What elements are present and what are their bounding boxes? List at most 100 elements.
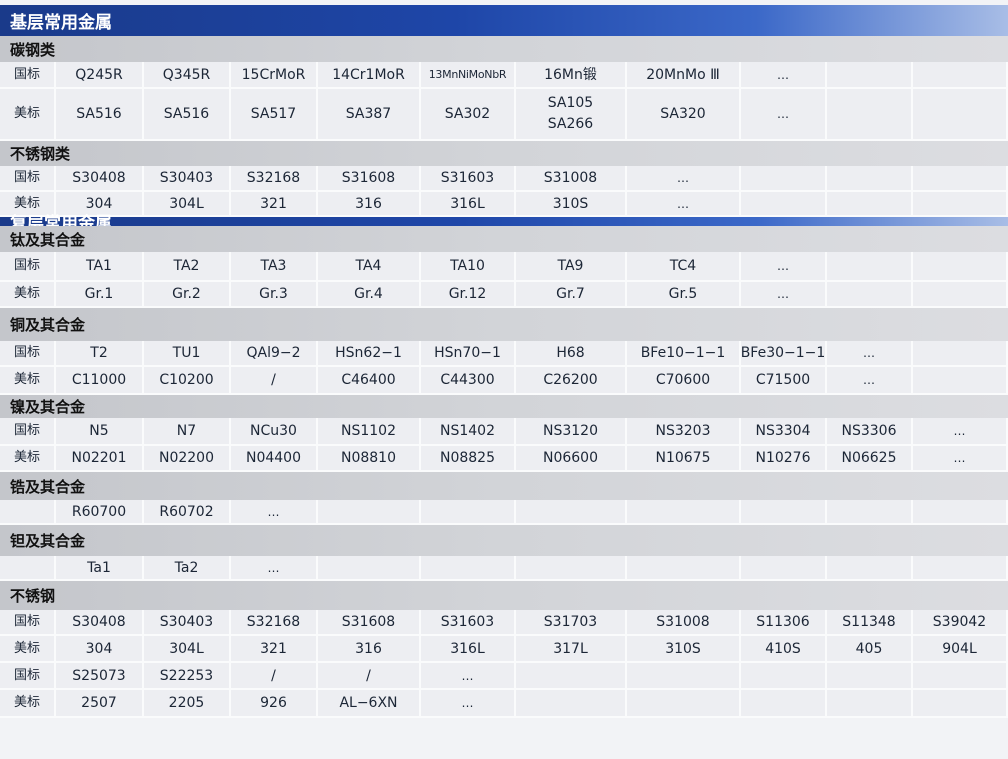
subsection-header: 不锈钢类 — [0, 141, 1008, 166]
grade-cell: T2 — [56, 341, 144, 367]
grade-cell: S25073 — [56, 663, 144, 690]
grade-cell: R60702 — [144, 500, 231, 525]
grade-cell — [913, 556, 1008, 581]
grade-cell: 304 — [56, 192, 144, 217]
grade-cell — [627, 690, 741, 718]
grade-cell — [827, 62, 913, 89]
grade-cell: N02200 — [144, 446, 231, 472]
grade-cell: QAl9−2 — [231, 341, 318, 367]
standard-label: 美标 — [0, 192, 56, 217]
table-row: 国标 T2 TU1 QAl9−2 HSn62−1 HSn70−1 H68 BFe10−1−1 B… — [0, 341, 1008, 367]
grade-cell: S31603 — [421, 166, 516, 192]
grade-cell: … — [827, 367, 913, 395]
standard-label: 美标 — [0, 89, 56, 141]
grade-cell — [516, 690, 627, 718]
grade-cell: 310S — [627, 636, 741, 663]
standard-label: 国标 — [0, 663, 56, 690]
grade-cell — [741, 556, 827, 581]
grade-cell: S31608 — [318, 166, 421, 192]
grade-cell — [827, 282, 913, 308]
grade-cell — [741, 192, 827, 217]
grade-cell: Gr.2 — [144, 282, 231, 308]
grade-cell: Gr.3 — [231, 282, 318, 308]
grade-cell: TA10 — [421, 252, 516, 282]
standard-label: 国标 — [0, 341, 56, 367]
grade-cell: SA387 — [318, 89, 421, 141]
grade-cell: S31608 — [318, 610, 421, 636]
grade-cell: S30408 — [56, 610, 144, 636]
grade-cell — [627, 663, 741, 690]
grade-cell: NS1102 — [318, 418, 421, 446]
grade-cell: NS3304 — [741, 418, 827, 446]
grade-cell: S30403 — [144, 166, 231, 192]
grade-cell: HSn70−1 — [421, 341, 516, 367]
grade-cell: NS3203 — [627, 418, 741, 446]
grade-cell: C10200 — [144, 367, 231, 395]
grade-cell: S22253 — [144, 663, 231, 690]
grade-cell — [627, 556, 741, 581]
grade-cell — [516, 556, 627, 581]
grade-cell — [913, 341, 1008, 367]
table-row: 美标 Gr.1 Gr.2 Gr.3 Gr.4 Gr.12 Gr.7 Gr.5… — [0, 282, 1008, 308]
grade-cell: 904L — [913, 636, 1008, 663]
grade-cell — [913, 62, 1008, 89]
grade-cell: NS3306 — [827, 418, 913, 446]
grade-cell — [741, 663, 827, 690]
grade-cell: SA516 — [144, 89, 231, 141]
grade-cell: SA320 — [627, 89, 741, 141]
grade-cell: C70600 — [627, 367, 741, 395]
grade-cell: NS3120 — [516, 418, 627, 446]
grade-cell — [827, 500, 913, 525]
standard-label — [0, 500, 56, 525]
table-row: 美标 SA516 SA516 SA517 SA387 SA302 SA105 SA266 SA… — [0, 89, 1008, 141]
standard-label: 美标 — [0, 282, 56, 308]
grade-cell — [421, 500, 516, 525]
standard-label — [0, 556, 56, 581]
table-row: 国标 Q245R Q345R 15CrMoR 14Cr1MoR 13MnNiMoNbR 16… — [0, 62, 1008, 89]
grade-cell: 15CrMoR — [231, 62, 318, 89]
grade-cell: 410S — [741, 636, 827, 663]
grade-cell: TU1 — [144, 341, 231, 367]
grade-cell: … — [231, 556, 318, 581]
grade-cell: … — [627, 166, 741, 192]
grade-cell: Q245R — [56, 62, 144, 89]
subsection-header: 碳钢类 — [0, 36, 1008, 62]
grade-cell — [827, 166, 913, 192]
subsection-header: 不锈钢 — [0, 581, 1008, 610]
grade-cell: N10276 — [741, 446, 827, 472]
grade-cell: HSn62−1 — [318, 341, 421, 367]
grade-cell: S32168 — [231, 610, 318, 636]
grade-cell: Gr.5 — [627, 282, 741, 308]
grade-cell: TC4 — [627, 252, 741, 282]
grade-cell: 321 — [231, 636, 318, 663]
grade-cell: 316L — [421, 636, 516, 663]
grade-cell: … — [421, 663, 516, 690]
grade-cell: N08810 — [318, 446, 421, 472]
grade-cell: TA4 — [318, 252, 421, 282]
grade-cell: NCu30 — [231, 418, 318, 446]
subsection-header: 铜及其合金 — [0, 308, 1008, 341]
table-row: 美标 304 304L 321 316 316L 317L 310S 410S 405 904L — [0, 636, 1008, 663]
grade-cell — [913, 166, 1008, 192]
table-row: 国标 S25073 S22253//… — [0, 663, 1008, 690]
grade-cell — [913, 367, 1008, 395]
grade-cell: S31603 — [421, 610, 516, 636]
grade-cell: C44300 — [421, 367, 516, 395]
subsection-header: 钛及其合金 — [0, 226, 1008, 252]
grade-cell: 316L — [421, 192, 516, 217]
table-row: 国标 S30408 S30403 S32168 S31608 S31603 S31008… — [0, 166, 1008, 192]
grade-cell: / — [231, 663, 318, 690]
grade-cell: S11306 — [741, 610, 827, 636]
table-row: 美标 2507 2205 926 AL−6XN… — [0, 690, 1008, 718]
section-header: 基层常用金属 — [0, 5, 1008, 36]
standard-label: 美标 — [0, 367, 56, 395]
grade-cell: … — [421, 690, 516, 718]
grade-cell — [421, 556, 516, 581]
grade-cell — [516, 500, 627, 525]
grade-cell: S31703 — [516, 610, 627, 636]
grade-cell — [516, 663, 627, 690]
grade-cell: S32168 — [231, 166, 318, 192]
standard-label: 国标 — [0, 418, 56, 446]
grade-cell: 2205 — [144, 690, 231, 718]
grade-cell: SA302 — [421, 89, 516, 141]
